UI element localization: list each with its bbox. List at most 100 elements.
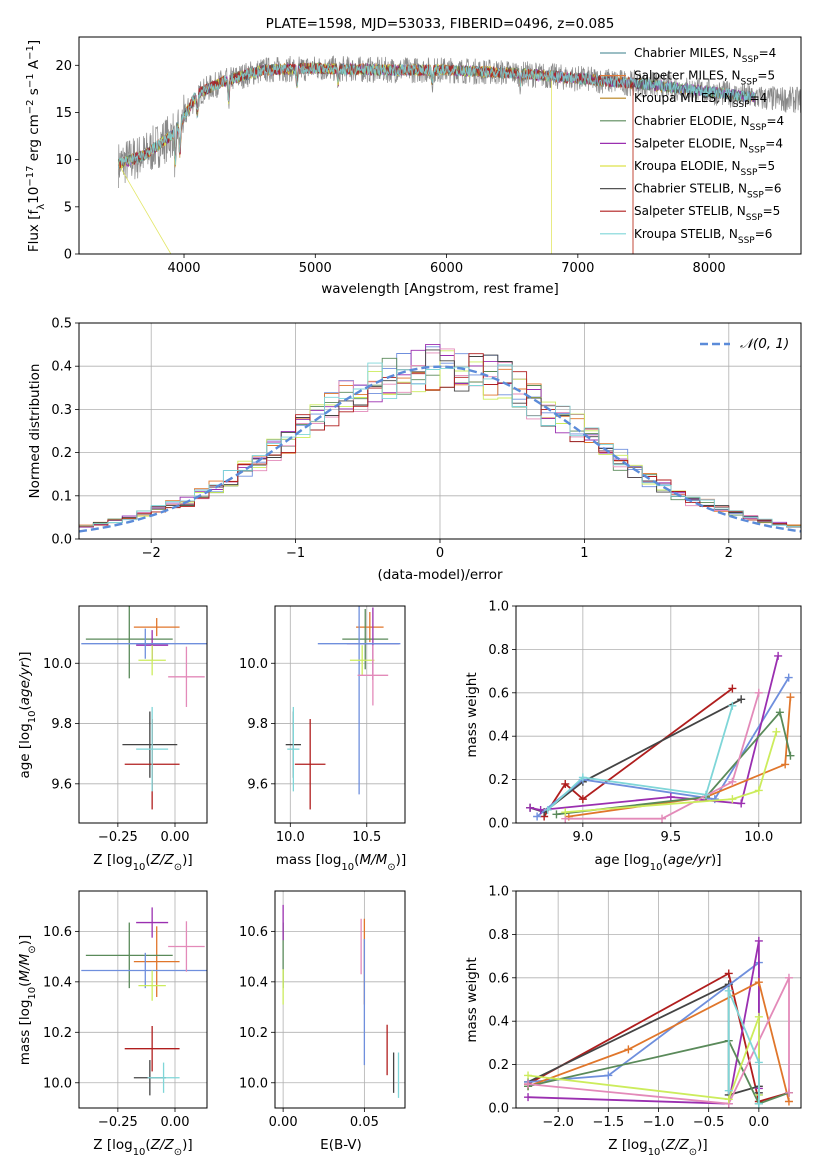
- axes-frame: [78, 322, 802, 540]
- x-tick-label: 0.05: [350, 1115, 379, 1130]
- legend-entry: Kroupa MILES, NSSP=4: [634, 91, 767, 110]
- errorbar-point-orange: [133, 618, 180, 637]
- weight-marker: [524, 1093, 533, 1102]
- y-tick-label: 1.0: [488, 600, 509, 615]
- weight-marker: [786, 751, 795, 760]
- weight-marker: [775, 708, 784, 717]
- x-axis-label: Z [log10(Z/Z⊙)]: [93, 1137, 192, 1158]
- errorbar-point-blue: [317, 606, 401, 795]
- x-tick-label: 0.00: [161, 1115, 190, 1130]
- y-tick-label: 10.4: [43, 975, 72, 990]
- errorbar-point-yellow: [349, 645, 375, 676]
- y-tick-label: 0.6: [488, 686, 509, 701]
- weight-series-orange: [564, 693, 795, 821]
- y-tick-label: 0.0: [488, 817, 509, 832]
- y-axis-label: mass weight: [464, 672, 480, 757]
- weight-series-cyan: [543, 701, 737, 814]
- weight-marker: [754, 786, 763, 795]
- y-tick-label: 9.8: [247, 717, 268, 732]
- y-tick-label: 0.2: [488, 1058, 509, 1073]
- weight-line: [527, 960, 760, 1095]
- axes-frame: [274, 605, 406, 824]
- x-tick-label: 9.5: [660, 830, 681, 845]
- errorbar-point-cyan: [287, 706, 300, 792]
- legend-entry: Salpeter MILES, NSSP=5: [634, 69, 775, 88]
- legend-entry: Chabrier ELODIE, NSSP=4: [634, 114, 784, 133]
- weight-line: [527, 980, 790, 1102]
- x-tick-label: 8000: [693, 261, 726, 276]
- weight-series-pink: [561, 688, 763, 823]
- legend-entry: Kroupa ELODIE, NSSP=5: [634, 159, 775, 178]
- x-axis-label: E(B-V): [320, 1137, 362, 1153]
- y-tick-label: 0.4: [51, 360, 72, 375]
- errorbar-point-red: [124, 1025, 180, 1072]
- legend-entry: Salpeter ELODIE, NSSP=4: [634, 136, 783, 155]
- x-tick-label: 0.0: [749, 1115, 770, 1130]
- x-tick-label: −0.25: [98, 830, 138, 845]
- y-tick-label: 0: [64, 248, 72, 263]
- y-tick-label: 10.0: [239, 657, 268, 672]
- x-axis-label: wavelength [Angstrom, rest frame]: [321, 281, 559, 297]
- y-tick-label: 0.2: [51, 446, 72, 461]
- y-tick-label: 9.8: [51, 717, 72, 732]
- weight-marker: [543, 805, 552, 814]
- weight-marker: [754, 1012, 763, 1021]
- x-tick-label: 9.0: [573, 830, 594, 845]
- panel-mass_vs_Z: −0.25 0.00 10.0 10.2 10.4 10.6: [43, 890, 208, 1130]
- y-tick-label: 0.0: [51, 533, 72, 548]
- plot-area: [285, 606, 401, 810]
- y-tick-label: 5: [64, 200, 72, 215]
- legend-entry: Chabrier STELIB, NSSP=6: [634, 182, 782, 201]
- x-tick-label: −0.5: [693, 1115, 725, 1130]
- y-tick-label: 15: [55, 106, 72, 121]
- weight-marker: [737, 695, 746, 704]
- x-tick-label: 4000: [167, 261, 200, 276]
- weight-marker: [604, 1071, 613, 1080]
- y-axis-label: Flux [fλ10−17 erg cm−2 s−1 A−1]: [25, 40, 47, 252]
- y-tick-label: 0.3: [51, 403, 72, 418]
- weight-marker: [784, 673, 793, 682]
- errorbar-point-green: [85, 606, 173, 679]
- legend-entry: 𝒩(0, 1): [740, 336, 789, 352]
- x-tick-label: 10.0: [744, 830, 773, 845]
- y-tick-label: 0.4: [488, 730, 509, 745]
- weight-marker: [754, 978, 763, 987]
- x-tick-label: −1.0: [643, 1115, 675, 1130]
- weight-marker: [724, 986, 733, 995]
- y-tick-label: 10.0: [43, 1076, 72, 1091]
- plot-area: [79, 343, 801, 533]
- panel-spectrum: 4000 5000 6000 7000 8000 0 5 10 15 20: [55, 36, 802, 276]
- panel-residuals: −2 −1 0 1 2 0.0 0.1 0.2 0.3 0.4 0.5: [51, 317, 802, 561]
- axes-frame: [78, 36, 802, 255]
- weight-line: [565, 731, 778, 813]
- weight-marker: [524, 1071, 533, 1080]
- axes-frame: [274, 890, 406, 1109]
- weight-marker: [536, 805, 545, 814]
- x-tick-label: 6000: [430, 261, 463, 276]
- errorbar-point-dark: [122, 711, 178, 778]
- x-tick-label: −2: [142, 546, 161, 561]
- errorbar-point-pink: [168, 921, 205, 972]
- weight-marker: [724, 969, 733, 978]
- y-axis-label: age [log10(age/yr)]: [17, 651, 38, 778]
- y-tick-label: 0.8: [488, 643, 509, 658]
- weight-marker: [552, 810, 561, 819]
- spectrum-legend: Chabrier MILES, NSSP=4 Salpeter MILES, NS…: [600, 46, 784, 246]
- weight-line: [727, 990, 760, 1104]
- weight-marker: [774, 651, 783, 660]
- y-tick-label: 0.2: [488, 773, 509, 788]
- axes-frame: [78, 605, 208, 824]
- plot-area: [117, 55, 801, 254]
- axes-frame: [78, 890, 208, 1109]
- weight-marker: [658, 814, 667, 823]
- weight-marker: [728, 795, 737, 804]
- x-tick-label: 0.00: [161, 830, 190, 845]
- panel-age_vs_Z: −0.25 0.00 9.6 9.8 10.0: [43, 605, 208, 845]
- y-axis-label: mass [log10(M/M⊙)]: [17, 935, 38, 1065]
- x-tick-label: −1: [286, 546, 305, 561]
- y-tick-label: 10.6: [239, 925, 268, 940]
- errorbar-point-yellow: [138, 970, 166, 1001]
- x-tick-label: 10.0: [276, 830, 305, 845]
- plot-area: [81, 907, 207, 1096]
